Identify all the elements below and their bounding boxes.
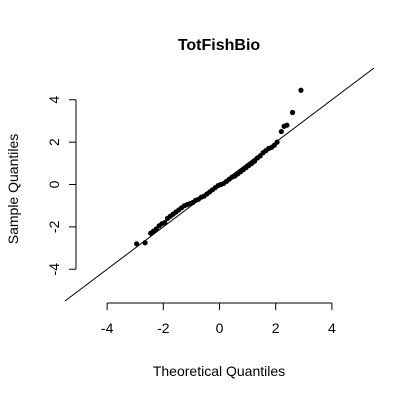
data-point: [134, 241, 140, 247]
x-tick-label: 4: [328, 320, 336, 336]
y-axis-label: Sample Quantiles: [5, 134, 21, 245]
data-point: [284, 122, 290, 128]
y-tick-label: -4: [46, 263, 62, 276]
y-tick-label: 4: [46, 96, 62, 104]
points-group: [134, 87, 304, 247]
chart-title: TotFishBio: [178, 37, 261, 54]
x-tick-label: -2: [157, 320, 170, 336]
data-point: [274, 139, 280, 145]
y-tick-label: -2: [46, 220, 62, 233]
x-tick-label: 0: [216, 320, 224, 336]
data-point: [142, 240, 148, 246]
data-point: [278, 128, 284, 135]
x-axis: -4 -2 0 2 4: [101, 302, 336, 336]
x-tick-label: -4: [101, 320, 114, 336]
data-point: [162, 220, 168, 226]
x-axis-label: Theoretical Quantiles: [153, 363, 285, 379]
y-axis: -4 -2 0 2 4: [46, 96, 77, 276]
data-point: [289, 109, 296, 116]
y-tick-label: 2: [46, 138, 62, 146]
y-tick-label: 0: [46, 180, 62, 188]
data-point: [298, 87, 304, 93]
x-tick-label: 2: [272, 320, 280, 336]
